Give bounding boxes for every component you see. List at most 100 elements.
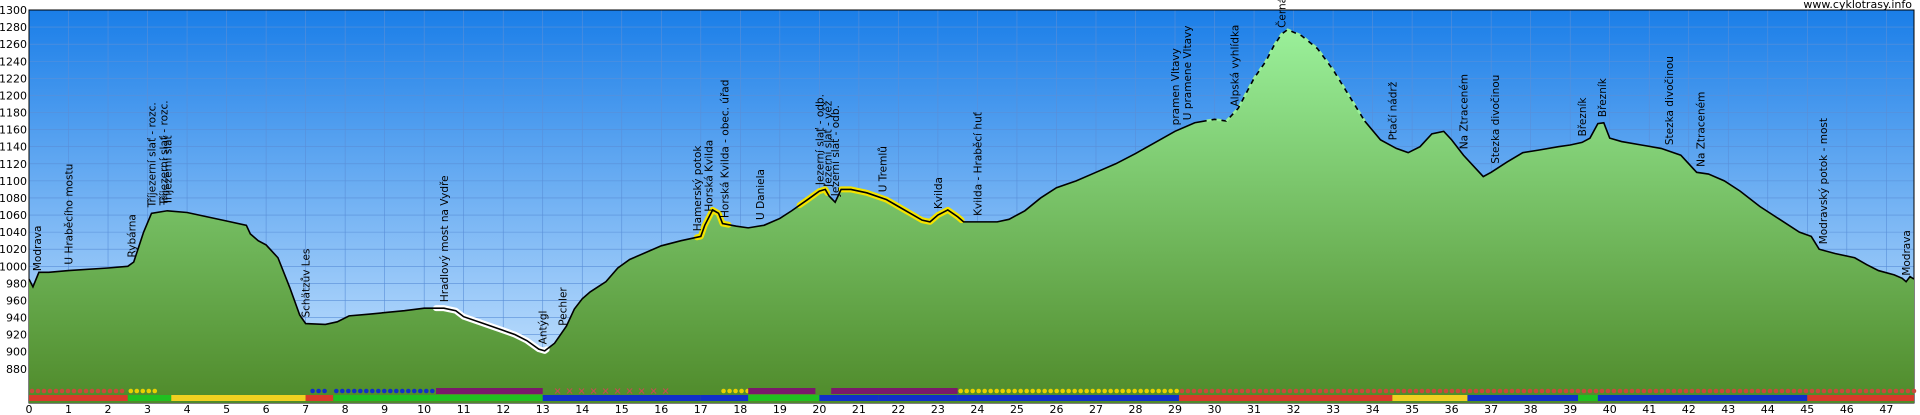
route-band-dot bbox=[1401, 388, 1407, 394]
route-band-dot bbox=[1899, 388, 1905, 394]
route-band-dot bbox=[1377, 388, 1383, 394]
route-band-dot bbox=[1455, 388, 1461, 394]
x-tick-label: 1 bbox=[65, 403, 72, 415]
route-band-dot bbox=[1671, 388, 1677, 394]
waypoint-label: Březník bbox=[1577, 97, 1589, 137]
y-tick-label: 1300 bbox=[0, 4, 27, 17]
y-tick-label: 1020 bbox=[0, 243, 27, 256]
route-band-dot bbox=[429, 388, 435, 394]
x-tick-label: 20 bbox=[812, 403, 826, 415]
waypoint-label: Antýgl bbox=[538, 311, 550, 345]
route-band-dot bbox=[1797, 388, 1803, 394]
waypoint-label: Jezerní slať - odb. bbox=[814, 94, 826, 186]
route-band bbox=[1392, 395, 1468, 401]
x-tick-label: 6 bbox=[263, 403, 270, 415]
waypoint-label: Kvilda - Hraběcí huť bbox=[972, 112, 984, 216]
x-tick-label: 34 bbox=[1366, 403, 1380, 415]
route-band-dot bbox=[1185, 388, 1191, 394]
route-band-dot bbox=[29, 388, 35, 394]
y-tick-label: 1260 bbox=[0, 38, 27, 51]
route-band bbox=[305, 395, 334, 401]
x-tick-label: 21 bbox=[852, 403, 866, 415]
route-band-cross bbox=[578, 388, 585, 394]
route-band-dot bbox=[1102, 388, 1107, 394]
route-band-dot bbox=[95, 388, 101, 394]
route-band-dot bbox=[1024, 388, 1029, 394]
waypoint-label: Alpská vyhlídka bbox=[1229, 25, 1241, 107]
x-tick-label: 36 bbox=[1445, 403, 1459, 415]
route-band-cross bbox=[614, 388, 621, 394]
route-band-dot bbox=[1875, 388, 1881, 394]
route-band-dot bbox=[1126, 388, 1131, 394]
x-tick-label: 10 bbox=[417, 403, 431, 415]
route-band-dot bbox=[1299, 388, 1305, 394]
y-axis-labels: 880 900 920 940 960 980 1000 1020 1040 1060 1080 11… bbox=[0, 4, 27, 376]
route-band-dot bbox=[339, 388, 345, 394]
x-tick-label: 18 bbox=[733, 403, 747, 415]
route-band-dot bbox=[1461, 388, 1467, 394]
route-band-dot bbox=[1449, 388, 1455, 394]
waypoint-label: Černá hora bbox=[1276, 0, 1289, 28]
route-band-dot bbox=[1245, 388, 1251, 394]
route-band-dot bbox=[1203, 388, 1209, 394]
route-band-dot bbox=[982, 388, 987, 394]
route-band-dot bbox=[1365, 388, 1371, 394]
x-tick-label: 25 bbox=[1010, 403, 1024, 415]
y-tick-label: 1280 bbox=[0, 21, 27, 34]
route-band-dot bbox=[316, 388, 321, 394]
y-tick-label: 1220 bbox=[0, 72, 27, 85]
waypoint-label: Horská Kvilda - obec. úřad bbox=[720, 80, 732, 218]
x-tick-label: 23 bbox=[931, 403, 945, 415]
route-band-dot bbox=[1491, 388, 1497, 394]
waypoint-label: Modravský potok - most bbox=[1818, 118, 1830, 244]
route-band-dot bbox=[146, 388, 152, 394]
route-band-dot bbox=[53, 388, 59, 394]
route-band-dot bbox=[152, 388, 158, 394]
route-band-dot bbox=[1287, 388, 1293, 394]
route-band-dot bbox=[1863, 388, 1869, 394]
route-band-dot bbox=[1551, 388, 1557, 394]
route-band-dot bbox=[1114, 388, 1119, 394]
waypoint-label: Kvilda bbox=[933, 177, 945, 209]
route-band-dot bbox=[65, 388, 71, 394]
route-band-dot bbox=[1066, 388, 1071, 394]
x-tick-label: 28 bbox=[1128, 403, 1142, 415]
route-band-dot bbox=[59, 388, 65, 394]
route-band-dot bbox=[1617, 388, 1623, 394]
x-tick-label: 11 bbox=[457, 403, 471, 415]
route-band-cross bbox=[650, 388, 657, 394]
route-band-dot bbox=[1887, 388, 1893, 394]
route-band-dot bbox=[1048, 388, 1053, 394]
x-tick-label: 42 bbox=[1682, 403, 1696, 415]
waypoint-label: Schätzův Les bbox=[301, 249, 313, 318]
route-band-dot bbox=[1881, 388, 1887, 394]
route-band-dot bbox=[1533, 388, 1539, 394]
route-band-dot bbox=[399, 388, 405, 394]
waypoint-label: Březník bbox=[1597, 77, 1609, 117]
waypoint-label: Tříjezerní slať bbox=[162, 135, 174, 205]
route-band-dot bbox=[1042, 388, 1047, 394]
route-band-dot bbox=[41, 388, 47, 394]
route-band bbox=[1597, 395, 1808, 401]
route-band bbox=[748, 395, 820, 401]
x-tick-label: 39 bbox=[1563, 403, 1577, 415]
x-tick-label: 44 bbox=[1761, 403, 1775, 415]
x-tick-label: 46 bbox=[1840, 403, 1854, 415]
route-band-cross bbox=[554, 388, 561, 394]
route-band-dot bbox=[1443, 388, 1449, 394]
x-tick-label: 14 bbox=[575, 403, 589, 415]
y-tick-label: 1060 bbox=[0, 209, 27, 222]
route-band-dot bbox=[119, 388, 125, 394]
waypoint-label: U Tremlů bbox=[878, 146, 890, 192]
route-band-dot bbox=[47, 388, 53, 394]
route-band-dot bbox=[964, 388, 969, 394]
route-band-dot bbox=[1569, 388, 1575, 394]
route-band-dot bbox=[1120, 388, 1125, 394]
route-band-dot bbox=[1845, 388, 1851, 394]
route-band-dot bbox=[1174, 388, 1179, 394]
route-band-dot bbox=[1563, 388, 1569, 394]
route-band-dot bbox=[1575, 388, 1581, 394]
route-band-dot bbox=[1072, 388, 1077, 394]
route-band-dot bbox=[1779, 388, 1785, 394]
